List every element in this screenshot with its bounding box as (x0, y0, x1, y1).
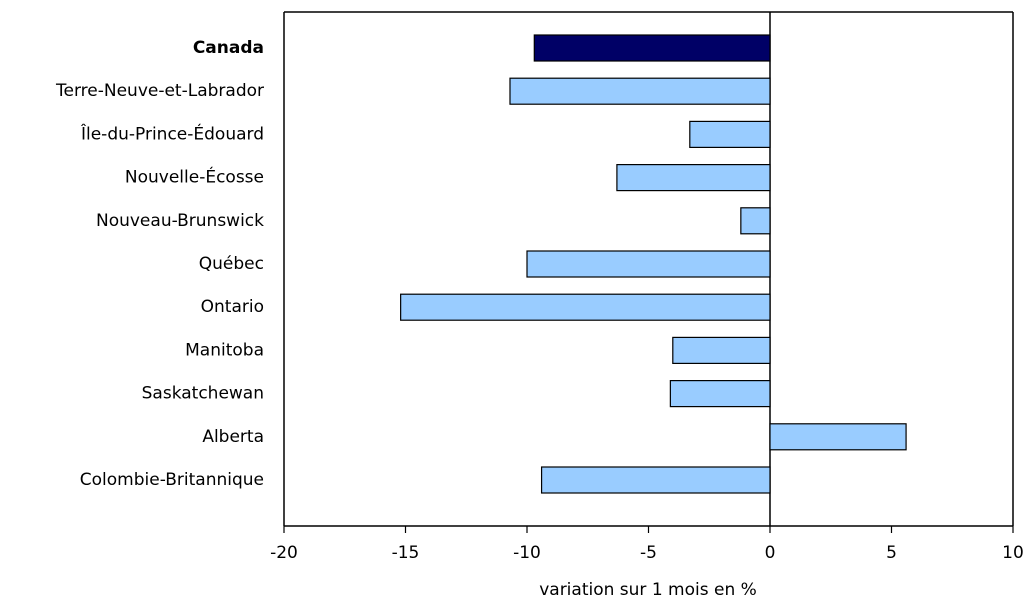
bar-11 (540, 466, 771, 494)
category-label: Alberta (202, 427, 264, 447)
x-tick-label: 10 (1002, 543, 1024, 563)
x-axis-title: variation sur 1 mois en % (539, 580, 757, 600)
bar-6 (526, 250, 771, 278)
bar-1 (533, 34, 771, 62)
category-label: Nouveau-Brunswick (96, 211, 264, 231)
x-tick-label: -10 (513, 543, 541, 563)
category-label: Québec (199, 254, 264, 274)
bar-10 (769, 423, 907, 451)
x-tick-label: -20 (270, 543, 298, 563)
category-label: Colombie-Britannique (80, 470, 264, 490)
category-label: Terre-Neuve-et-Labrador (55, 81, 264, 101)
x-tick-label: -15 (392, 543, 420, 563)
bar-7 (400, 293, 771, 321)
category-label: Saskatchewan (142, 384, 264, 404)
bar-5 (740, 207, 771, 235)
x-axis-ticks: -20 -15 -10 -5 0 5 10 (270, 526, 1024, 563)
category-label: Manitoba (185, 340, 264, 360)
bar-9 (669, 380, 771, 408)
category-label: Ontario (201, 297, 264, 317)
category-label: Île-du-Prince-Édouard (80, 122, 264, 144)
x-tick-label: 0 (765, 543, 776, 563)
x-tick-label: -5 (640, 543, 657, 563)
bars-group (400, 34, 907, 494)
bar-4 (616, 164, 771, 192)
bar-8 (672, 336, 771, 364)
bar-2 (509, 77, 771, 105)
bar-3 (689, 120, 771, 149)
category-labels: Canada Terre-Neuve-et-Labrador Île-du-Prin… (55, 38, 264, 490)
x-tick-label: 5 (886, 543, 897, 563)
category-label: Canada (193, 38, 264, 58)
category-label: Nouvelle-Écosse (125, 166, 264, 188)
